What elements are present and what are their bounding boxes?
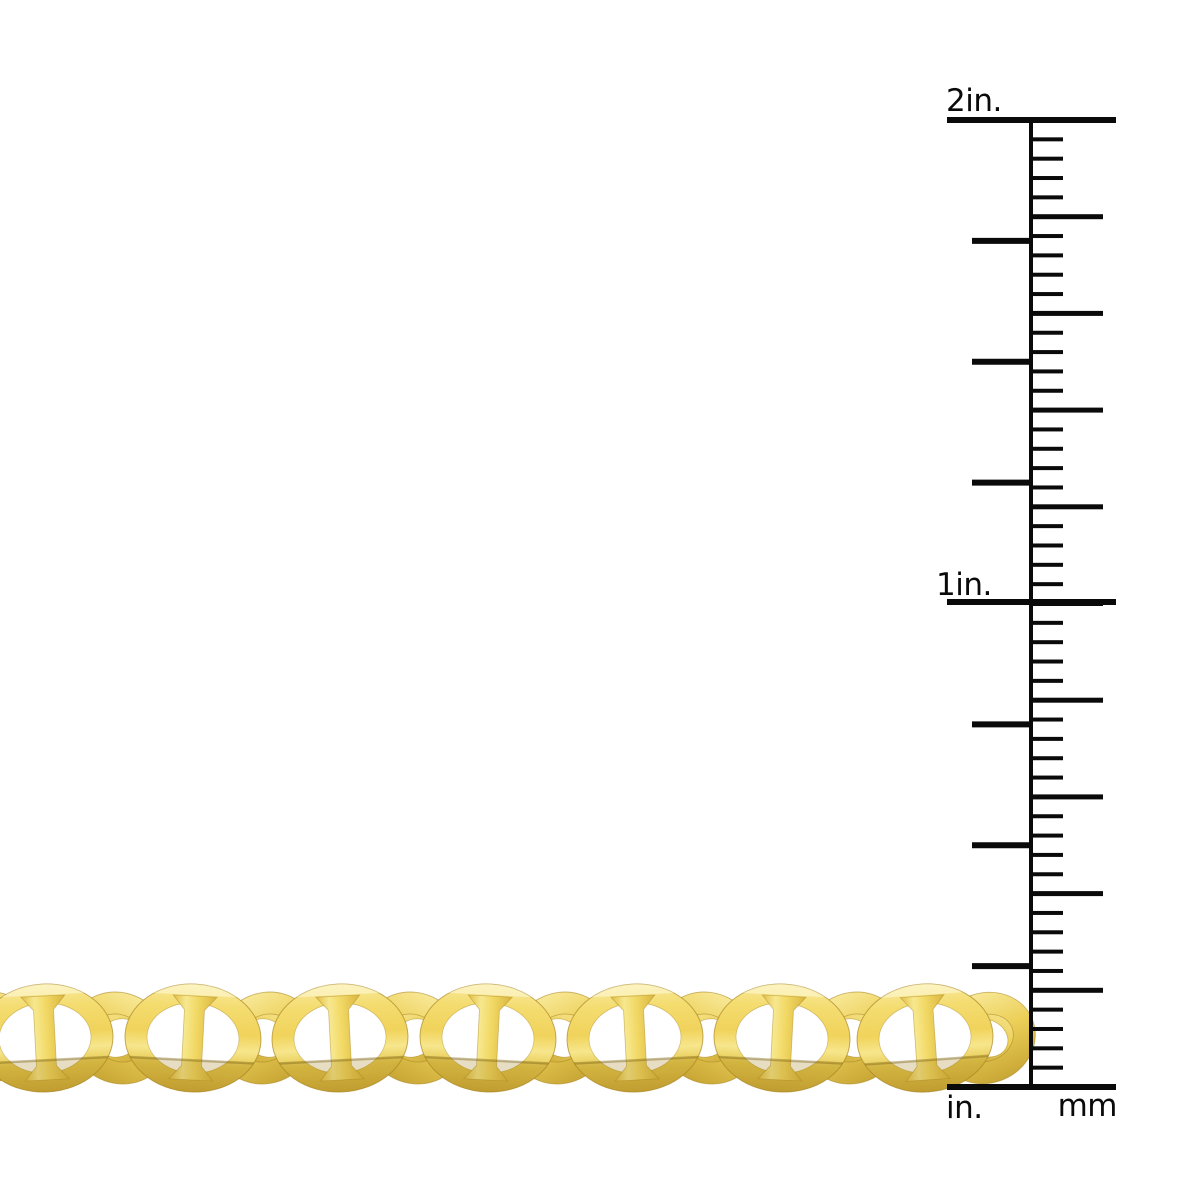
ruler-label-2in: 2in. — [946, 83, 1002, 119]
ruler-mm-tick — [1031, 852, 1063, 857]
gold-mariner-chain — [0, 979, 1036, 1097]
ruler-mm-tick — [1031, 736, 1063, 741]
ruler-mm-tick — [1031, 659, 1063, 664]
ruler-mm-tick — [1031, 756, 1063, 761]
ruler-mm-5tick — [1031, 407, 1103, 413]
ruler-mm-tick — [1031, 427, 1063, 432]
ruler-mm-tick — [1031, 330, 1063, 335]
ruler-mm-5tick — [1031, 891, 1103, 897]
ruler-mm-tick — [1031, 562, 1063, 567]
ruler-label-mm: mm — [1058, 1088, 1117, 1124]
ruler-2in-line — [947, 117, 1116, 123]
ruler-mm-tick — [1031, 156, 1063, 161]
ruler-mm-tick — [1031, 814, 1063, 819]
ruler-quarter-inch-tick — [972, 479, 1031, 486]
link-facet-chord — [711, 1055, 851, 1066]
ruler-mm-tick — [1031, 253, 1063, 258]
ruler-mm-tick — [1031, 949, 1063, 954]
link-facet-chord — [856, 1054, 997, 1067]
ruler-mm-5tick — [1031, 987, 1103, 993]
ruler-mm-tick — [1031, 1046, 1063, 1051]
ruler-mm-5tick — [1031, 601, 1103, 606]
ruler-mm-tick — [1031, 833, 1063, 838]
ruler-mm-5tick — [1031, 214, 1103, 220]
ruler — [947, 117, 1116, 1090]
ruler-mm-tick — [1031, 1007, 1063, 1012]
ruler-mm-tick — [1031, 640, 1063, 645]
link-center-bar — [609, 994, 661, 1082]
ruler-mm-5tick — [1031, 310, 1103, 316]
ruler-mm-tick — [1031, 543, 1063, 548]
link-facet-chord — [417, 1055, 557, 1066]
ruler-mm-tick — [1031, 1026, 1063, 1031]
ruler-mm-tick — [1031, 388, 1063, 393]
link-facet-chord — [566, 1055, 706, 1066]
ruler-mm-tick — [1031, 446, 1063, 451]
ruler-mm-tick — [1031, 582, 1063, 587]
ruler-mm-tick — [1031, 272, 1063, 277]
ruler-quarter-inch-tick — [972, 721, 1031, 728]
ruler-quarter-inch-tick — [972, 358, 1031, 365]
ruler-mm-tick — [1031, 775, 1063, 780]
ruler-mm-tick — [1031, 466, 1063, 471]
ruler-mm-tick — [1031, 195, 1063, 200]
ruler-mm-tick — [1031, 234, 1063, 239]
ruler-mm-tick — [1031, 717, 1063, 722]
link-center-bar — [462, 994, 514, 1082]
link-center-bar — [899, 994, 951, 1082]
ruler-baseline — [947, 1084, 1116, 1090]
link-center-bar — [167, 994, 219, 1082]
ruler-mm-tick — [1031, 872, 1063, 877]
ruler-mm-5tick — [1031, 504, 1103, 510]
ruler-quarter-inch-tick — [972, 842, 1031, 849]
ruler-mm-tick — [1031, 620, 1063, 625]
ruler-mm-tick — [1031, 968, 1063, 973]
ruler-mm-tick — [1031, 1065, 1063, 1070]
ruler-label-1in: 1in. — [936, 567, 992, 603]
ruler-mm-tick — [1031, 176, 1063, 181]
ruler-mm-5tick — [1031, 794, 1103, 800]
ruler-mm-5tick — [1031, 697, 1103, 703]
link-center-bar — [314, 994, 366, 1082]
link-facet-chord — [122, 1055, 262, 1066]
ruler-mm-tick — [1031, 930, 1063, 935]
ruler-mm-tick — [1031, 524, 1063, 529]
ruler-mm-tick — [1031, 369, 1063, 374]
ruler-mm-tick — [1031, 350, 1063, 355]
ruler-mm-tick — [1031, 292, 1063, 297]
ruler-quarter-inch-tick — [972, 237, 1031, 244]
ruler-mm-tick — [1031, 910, 1063, 915]
link-center-bar — [19, 994, 71, 1082]
link-facet-chord — [271, 1055, 411, 1066]
ruler-mm-tick — [1031, 485, 1063, 490]
ruler-label-in: in. — [946, 1090, 983, 1126]
link-center-bar — [756, 994, 808, 1082]
ruler-quarter-inch-tick — [972, 963, 1031, 970]
link-facet-chord — [0, 1055, 116, 1066]
ruler-mm-tick — [1031, 678, 1063, 683]
ruler-mm-tick — [1031, 137, 1063, 142]
